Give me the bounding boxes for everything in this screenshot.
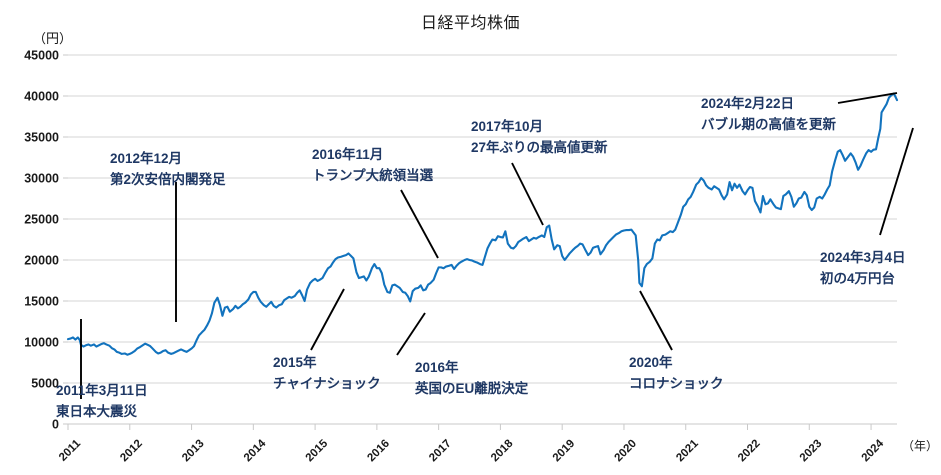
anno-2016-trump-line2: トランプ大統領当選 <box>312 167 434 183</box>
x-tick-label: 2013 <box>180 438 207 465</box>
y-tick-label: 35000 <box>24 131 59 145</box>
anno-2011-earthquake-line2: 東日本大震災 <box>56 403 137 419</box>
anno-2020-corona-line1: 2020年 <box>629 355 673 370</box>
anno-2016-brexit: 2016年 英国のEU離脱決定 <box>415 358 528 399</box>
x-tick-label: 2012 <box>118 438 145 465</box>
gridlines <box>63 54 897 425</box>
y-axis-unit-label: （円） <box>33 31 73 46</box>
y-tick-labels: 0 5000 10000 15000 20000 25000 30000 35000 40000… <box>24 49 59 432</box>
x-tick-label: 2018 <box>489 437 516 464</box>
x-tick-label: 2017 <box>427 438 454 465</box>
x-tick-label: 2023 <box>798 438 825 465</box>
y-tick-label: 45000 <box>24 49 59 63</box>
anno-2024-bubble: 2024年2月22日 バブル期の高値を更新 <box>701 94 836 135</box>
x-tick-label: 2016 <box>365 438 392 465</box>
anno-2017-high-line2: 27年ぶりの最高値更新 <box>471 139 608 155</box>
leader-2016-brexit <box>396 312 426 356</box>
anno-2020-corona: 2020年 コロナショック <box>629 353 724 394</box>
x-tick-labels: 2011 2012 2013 2014 2015 2016 2017 2018 2019 2020… <box>57 437 887 464</box>
page-title: 日経平均株価 <box>420 15 520 32</box>
leader-2017-high <box>511 162 544 226</box>
y-tick-label: 30000 <box>24 172 59 186</box>
leader-2016-trump <box>400 189 439 259</box>
anno-2012-abe-line1: 2012年12月 <box>110 151 183 166</box>
anno-2015-china-line1: 2015年 <box>273 355 317 370</box>
anno-2024-40000-line1: 2024年3月4日 <box>820 250 906 265</box>
leader-2015-china <box>310 288 345 351</box>
x-tick-marks <box>67 424 872 430</box>
anno-2011-earthquake-line1: 2011年3月11日 <box>56 383 148 398</box>
x-tick-label: 2015 <box>304 437 331 464</box>
anno-2015-china: 2015年 チャイナショック <box>273 353 381 394</box>
leader-2024-bubble <box>837 92 898 104</box>
anno-2024-bubble-line2: バブル期の高値を更新 <box>701 116 836 132</box>
anno-2024-bubble-line1: 2024年2月22日 <box>701 96 795 111</box>
x-tick-label: 2022 <box>736 438 763 465</box>
anno-2024-40000-line2: 初の4万円台 <box>820 270 896 286</box>
annotation-leader-lines <box>80 92 914 399</box>
anno-2011-earthquake: 2011年3月11日 東日本大震災 <box>56 381 148 422</box>
anno-2015-china-line2: チャイナショック <box>273 375 381 391</box>
y-tick-label: 25000 <box>24 213 59 227</box>
x-tick-label: 2020 <box>612 438 639 465</box>
leader-2024-40000 <box>879 127 914 236</box>
x-axis-unit-label: （年） <box>902 439 939 453</box>
anno-2020-corona-line2: コロナショック <box>629 375 724 391</box>
y-tick-label: 20000 <box>24 254 59 268</box>
y-tick-label: 5000 <box>31 377 59 391</box>
y-tick-label: 10000 <box>24 336 59 350</box>
anno-2024-40000: 2024年3月4日 初の4万円台 <box>820 248 906 289</box>
anno-2012-abe-line2: 第2次安倍内閣発足 <box>110 171 226 187</box>
anno-2016-brexit-line1: 2016年 <box>415 360 459 375</box>
y-tick-label: 0 <box>52 418 59 432</box>
nikkei-series-line <box>66 92 899 356</box>
x-tick-label: 2024 <box>860 437 887 464</box>
y-tick-label: 40000 <box>24 90 59 104</box>
x-tick-label: 2014 <box>242 437 269 464</box>
x-tick-label: 2011 <box>57 437 84 464</box>
anno-2016-brexit-line2: 英国のEU離脱決定 <box>415 380 529 396</box>
leader-2020-corona <box>639 290 673 351</box>
anno-2016-trump-line1: 2016年11月 <box>312 147 384 162</box>
anno-2017-high-line1: 2017年10月 <box>471 119 544 134</box>
anno-2012-abe: 2012年12月 第2次安倍内閣発足 <box>110 149 226 190</box>
y-tick-label: 15000 <box>24 295 59 309</box>
anno-2016-trump: 2016年11月 トランプ大統領当選 <box>312 145 433 186</box>
anno-2017-high: 2017年10月 27年ぶりの最高値更新 <box>471 117 608 158</box>
x-tick-label: 2019 <box>551 438 578 465</box>
x-tick-label: 2021 <box>674 437 701 464</box>
